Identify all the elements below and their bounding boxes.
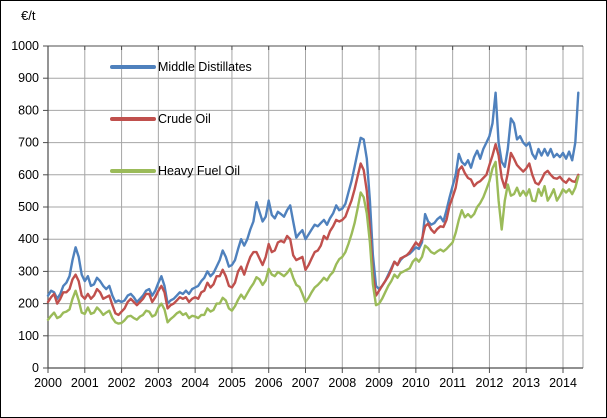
x-tick-label: 2012 xyxy=(476,376,504,390)
y-tick-label: 600 xyxy=(18,168,39,182)
crude-oil-swatch xyxy=(110,116,156,121)
y-tick-label: 300 xyxy=(18,264,39,278)
y-tick-label: 400 xyxy=(18,232,39,246)
legend-item-crude-oil: Crude Oil xyxy=(110,111,270,126)
chart-legend: Middle Distillates Crude Oil Heavy Fuel … xyxy=(110,60,270,216)
heavy-fuel-oil-swatch xyxy=(110,168,156,173)
x-tick-label: 2006 xyxy=(255,376,283,390)
legend-item-middle-distillates: Middle Distillates xyxy=(110,59,270,74)
legend-label-middle-distillates: Middle Distillates xyxy=(158,59,252,74)
x-tick-label: 2000 xyxy=(34,376,62,390)
x-tick-label: 2005 xyxy=(218,376,246,390)
y-tick-label: 800 xyxy=(18,103,39,117)
x-tick-label: 2003 xyxy=(144,376,172,390)
x-tick-label: 2014 xyxy=(549,376,577,390)
y-tick-label: 700 xyxy=(18,136,39,150)
x-tick-label: 2008 xyxy=(328,376,356,390)
legend-label-heavy-fuel-oil: Heavy Fuel Oil xyxy=(158,163,240,178)
x-tick-label: 2013 xyxy=(512,376,540,390)
y-axis-unit-label: €/t xyxy=(21,8,36,23)
x-tick-label: 2011 xyxy=(439,376,466,390)
heavy-fuel-oil-line xyxy=(46,160,580,325)
crude-oil-line xyxy=(46,142,580,317)
y-tick-label: 900 xyxy=(18,71,39,85)
y-tick-label: 100 xyxy=(18,329,39,343)
y-tick-label: 0 xyxy=(32,361,39,375)
legend-label-crude-oil: Crude Oil xyxy=(158,111,211,126)
legend-item-heavy-fuel-oil: Heavy Fuel Oil xyxy=(110,163,270,178)
middle-distillates-line xyxy=(46,91,580,305)
x-tick-label: 2002 xyxy=(108,376,136,390)
x-tick-label: 2007 xyxy=(292,376,320,390)
x-tick-label: 2010 xyxy=(402,376,430,390)
y-tick-label: 1000 xyxy=(11,39,39,53)
x-tick-label: 2009 xyxy=(365,376,393,390)
middle-distillates-swatch xyxy=(110,64,156,69)
y-tick-label: 500 xyxy=(18,200,39,214)
x-tick-label: 2004 xyxy=(181,376,209,390)
y-tick-label: 200 xyxy=(18,297,39,311)
x-tick-label: 2001 xyxy=(71,376,99,390)
